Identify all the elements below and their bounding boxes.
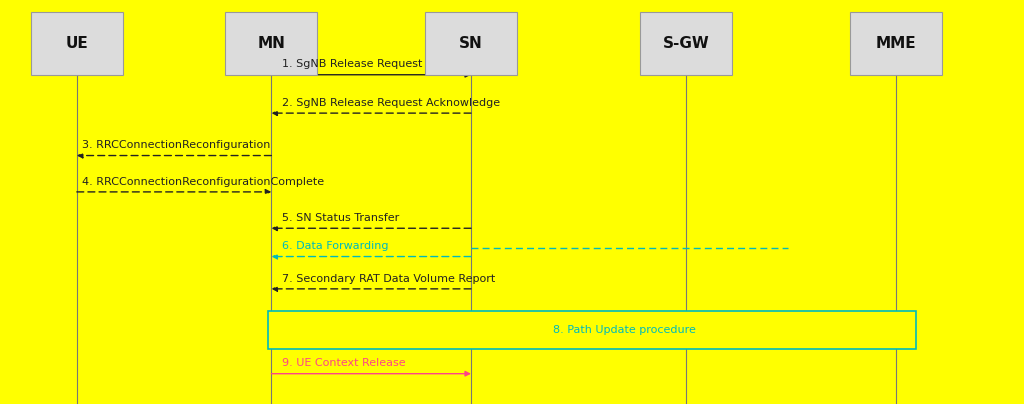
Text: 4. RRCConnectionReconfigurationComplete: 4. RRCConnectionReconfigurationComplete (82, 177, 324, 187)
Text: 7. Secondary RAT Data Volume Report: 7. Secondary RAT Data Volume Report (282, 274, 495, 284)
Text: 5. SN Status Transfer: 5. SN Status Transfer (282, 213, 399, 223)
Bar (640, 12, 732, 75)
Text: UE: UE (66, 36, 88, 51)
Text: S-GW: S-GW (663, 36, 710, 51)
Text: MME: MME (876, 36, 916, 51)
Bar (31, 12, 123, 75)
Bar (850, 12, 942, 75)
Text: 8. Path Update procedure: 8. Path Update procedure (553, 325, 696, 335)
Text: 3. RRCConnectionReconfiguration: 3. RRCConnectionReconfiguration (82, 140, 270, 150)
Text: SN: SN (459, 36, 483, 51)
Text: 2. SgNB Release Request Acknowledge: 2. SgNB Release Request Acknowledge (282, 98, 500, 108)
Bar (425, 12, 517, 75)
Text: 9. UE Context Release: 9. UE Context Release (282, 358, 406, 368)
Bar (225, 12, 317, 75)
Text: MN: MN (257, 36, 286, 51)
Text: 1. SgNB Release Request: 1. SgNB Release Request (282, 59, 422, 69)
Text: 6. Data Forwarding: 6. Data Forwarding (282, 241, 388, 251)
Bar (268, 311, 916, 349)
